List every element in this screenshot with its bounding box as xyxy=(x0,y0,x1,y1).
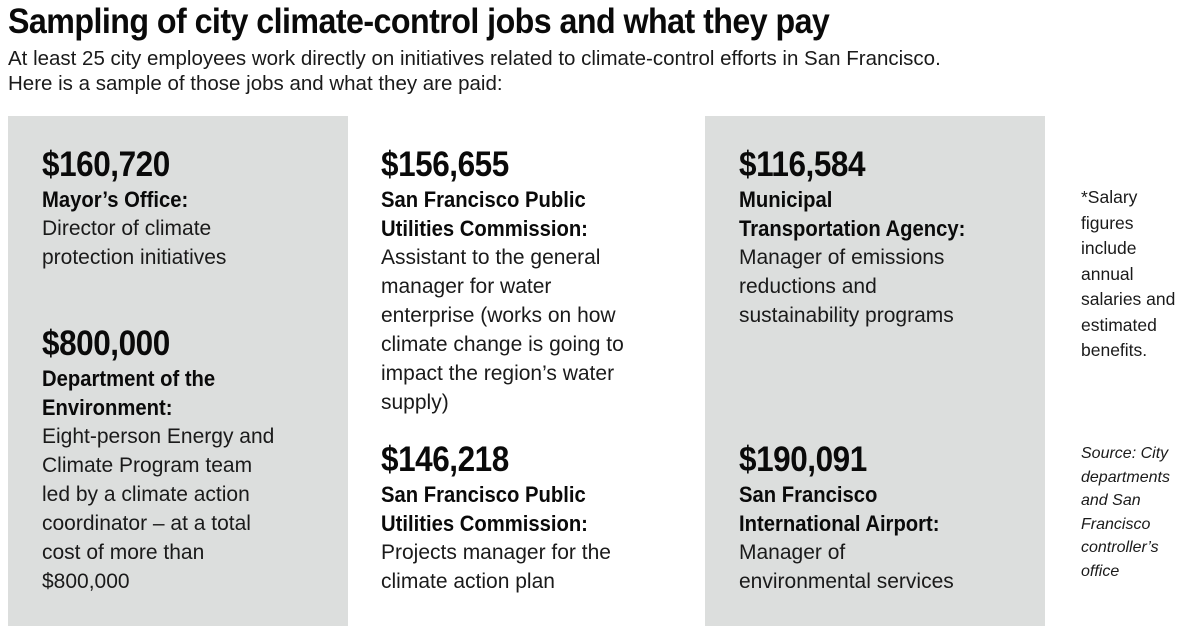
salary-amount: $800,000 xyxy=(42,324,170,363)
job-description: Manager of environmental services xyxy=(739,541,954,593)
salary-amount: $156,655 xyxy=(381,145,509,184)
department-name: San Francisco International Airport: xyxy=(739,482,940,536)
salary-amount: $190,091 xyxy=(739,440,867,479)
page-title: Sampling of city climate-control jobs an… xyxy=(8,2,830,41)
job-description: Director of climate protection initiativ… xyxy=(42,217,227,269)
job-entry-mta: $116,584 Municipal Transportation Agency… xyxy=(739,145,1059,330)
job-description: Projects manager for the climate action … xyxy=(381,541,611,593)
job-entry-dept-environment: $800,000 Department of the Environment: … xyxy=(42,324,362,596)
subtitle-line-1: At least 25 city employees work directly… xyxy=(8,47,941,70)
salary-footnote: *Salary figures include annual salaries … xyxy=(1081,187,1176,360)
subtitle-line-2: Here is a sample of those jobs and what … xyxy=(8,72,503,95)
job-entry-sfo-airport: $190,091 San Francisco International Air… xyxy=(739,440,1059,596)
panel-left xyxy=(8,116,348,626)
department-name: San Francisco Public Utilities Commissio… xyxy=(381,482,588,536)
job-entry-puc-projects-manager: $146,218 San Francisco Public Utilities … xyxy=(381,440,701,596)
job-description: Assistant to the general manager for wat… xyxy=(381,246,624,414)
salary-amount: $146,218 xyxy=(381,440,509,479)
source-credit: Source: City departments and San Francis… xyxy=(1081,445,1170,580)
job-description: Eight-person Energy and Climate Program … xyxy=(42,425,275,593)
subtitle: At least 25 city employees work directly… xyxy=(8,46,941,96)
department-name: Municipal Transportation Agency: xyxy=(739,187,966,241)
job-entry-mayors-office: $160,720 Mayor’s Office: Director of cli… xyxy=(42,145,362,272)
job-description: Manager of emissions reductions and sust… xyxy=(739,246,954,327)
department-name: San Francisco Public Utilities Commissio… xyxy=(381,187,588,241)
department-name: Mayor’s Office: xyxy=(42,187,189,212)
panel-right xyxy=(705,116,1045,626)
salary-amount: $116,584 xyxy=(739,145,866,184)
job-entry-puc-assistant: $156,655 San Francisco Public Utilities … xyxy=(381,145,701,417)
salary-amount: $160,720 xyxy=(42,145,170,184)
department-name: Department of the Environment: xyxy=(42,366,216,420)
